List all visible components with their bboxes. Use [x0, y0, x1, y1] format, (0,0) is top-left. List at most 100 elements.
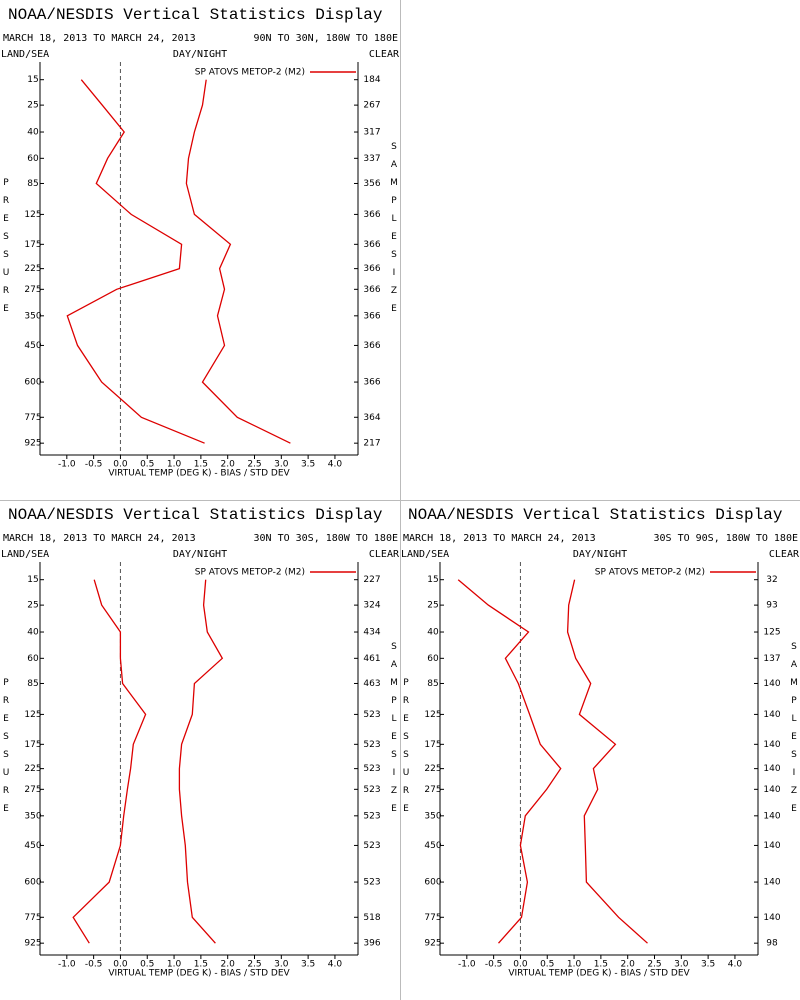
- sample-size: 366: [363, 311, 380, 321]
- y-tick-label: 925: [24, 939, 41, 949]
- x-axis-label: VIRTUAL TEMP (DEG K) - BIAS / STD DEV: [108, 469, 290, 479]
- x-tick-label: 4.0: [728, 960, 743, 970]
- chart: NOAA/NESDIS Vertical Statistics Display M…: [1, 6, 400, 479]
- x-tick-label: 3.5: [301, 960, 315, 970]
- day-night-label: DAY/NIGHT: [573, 549, 627, 560]
- x-tick-label: -1.0: [58, 460, 76, 470]
- sample-size: 140: [763, 710, 780, 720]
- x-tick-label: 3.5: [701, 960, 715, 970]
- x-tick-label: 3.0: [274, 960, 289, 970]
- chart-title: NOAA/NESDIS Vertical Statistics Display: [8, 506, 383, 524]
- y-tick-label: 60: [27, 154, 39, 164]
- x-tick-label: 0.5: [140, 460, 154, 470]
- y-tick-label: 40: [27, 628, 39, 638]
- sample-size: 267: [363, 101, 380, 111]
- std-dev-line: [566, 579, 648, 944]
- sample-size: 217: [363, 439, 380, 449]
- y-tick-label: 25: [27, 601, 38, 611]
- x-tick-label: 3.0: [274, 460, 289, 470]
- legend-label: SP ATOVS METOP-2 (M2): [195, 568, 305, 578]
- y-tick-label: 15: [427, 575, 438, 585]
- sample-size: 523: [363, 764, 380, 774]
- sample-size: 140: [763, 679, 780, 689]
- x-tick-label: 0.5: [140, 960, 154, 970]
- panel: NOAA/NESDIS Vertical Statistics Display M…: [400, 500, 800, 1000]
- y-tick-label: 275: [24, 785, 41, 795]
- x-tick-label: 4.0: [328, 960, 343, 970]
- sample-size: 523: [363, 785, 380, 795]
- sample-size: 523: [363, 740, 380, 750]
- y-tick-label: 600: [424, 878, 441, 888]
- y-tick-label: 60: [27, 654, 39, 664]
- sample-size: 140: [763, 913, 780, 923]
- sample-size: 137: [763, 654, 780, 664]
- x-tick-label: 2.0: [621, 960, 636, 970]
- sample-size: 140: [763, 878, 780, 888]
- sample-size: 366: [363, 341, 380, 351]
- x-tick-label: -0.5: [485, 960, 503, 970]
- sample-size: 518: [363, 913, 380, 923]
- chart-title: NOAA/NESDIS Vertical Statistics Display: [8, 6, 383, 24]
- panel: NOAA/NESDIS Vertical Statistics Display M…: [0, 0, 400, 500]
- x-tick-label: 1.0: [167, 960, 182, 970]
- y-tick-label: 85: [27, 679, 38, 689]
- chart: NOAA/NESDIS Vertical Statistics Display M…: [1, 506, 400, 978]
- y-tick-label: 600: [24, 378, 41, 388]
- x-tick-label: -1.0: [58, 960, 76, 970]
- y-tick-label: 225: [24, 264, 41, 274]
- y-tick-label: 350: [24, 811, 41, 821]
- sample-size: 184: [363, 75, 380, 85]
- y-tick-label: 350: [424, 811, 441, 821]
- y-tick-label: 60: [427, 654, 439, 664]
- region: 30N TO 30S, 180W TO 180E: [254, 533, 399, 544]
- y-tick-label: 175: [24, 740, 41, 750]
- vertical-label: PRESSURE: [402, 678, 410, 814]
- x-tick-label: 2.5: [247, 460, 261, 470]
- y-tick-label: 25: [427, 601, 438, 611]
- sample-size: 366: [363, 285, 380, 295]
- x-tick-label: 3.0: [674, 960, 689, 970]
- land-sea-label: LAND/SEA: [1, 49, 49, 60]
- x-tick-label: -0.5: [85, 960, 103, 970]
- y-tick-label: 125: [24, 210, 41, 220]
- bias-line: [457, 579, 562, 944]
- y-tick-label: 15: [27, 575, 38, 585]
- y-tick-label: 775: [24, 913, 41, 923]
- x-tick-label: 0.0: [513, 960, 528, 970]
- y-tick-label: 925: [424, 939, 441, 949]
- x-tick-label: 2.5: [247, 960, 261, 970]
- sample-size: 366: [363, 378, 380, 388]
- sample-size: 125: [763, 628, 780, 638]
- sample-size: 140: [763, 785, 780, 795]
- x-tick-label: -1.0: [458, 960, 476, 970]
- subtitle: MARCH 18, 2013 TO MARCH 24, 2013: [3, 533, 196, 544]
- legend-label: SP ATOVS METOP-2 (M2): [595, 568, 705, 578]
- sample-size: 140: [763, 764, 780, 774]
- sample-size: 366: [363, 210, 380, 220]
- y-tick-label: 125: [24, 710, 41, 720]
- land-sea-label: LAND/SEA: [1, 549, 49, 560]
- clear-label: CLEAR: [369, 549, 400, 560]
- x-tick-label: -0.5: [85, 460, 103, 470]
- y-tick-label: 775: [424, 913, 441, 923]
- y-tick-label: 275: [424, 785, 441, 795]
- sample-size: 324: [363, 601, 380, 611]
- legend-label: SP ATOVS METOP-2 (M2): [195, 68, 305, 78]
- vertical-label: SAMPLE SIZE: [390, 642, 400, 814]
- y-tick-label: 350: [24, 311, 41, 321]
- y-tick-label: 450: [24, 341, 41, 351]
- y-tick-label: 15: [27, 75, 38, 85]
- y-tick-label: 40: [427, 628, 439, 638]
- x-tick-label: 2.0: [221, 460, 236, 470]
- y-tick-label: 225: [24, 764, 41, 774]
- std-dev-line: [185, 79, 291, 444]
- land-sea-label: LAND/SEA: [401, 549, 449, 560]
- x-tick-label: 0.5: [540, 960, 554, 970]
- clear-label: CLEAR: [369, 49, 400, 60]
- y-tick-label: 775: [24, 413, 41, 423]
- region: 30S TO 90S, 180W TO 180E: [654, 533, 799, 544]
- sample-size: 317: [363, 128, 380, 138]
- x-tick-label: 2.5: [647, 960, 661, 970]
- day-night-label: DAY/NIGHT: [173, 49, 227, 60]
- x-tick-label: 3.5: [301, 460, 315, 470]
